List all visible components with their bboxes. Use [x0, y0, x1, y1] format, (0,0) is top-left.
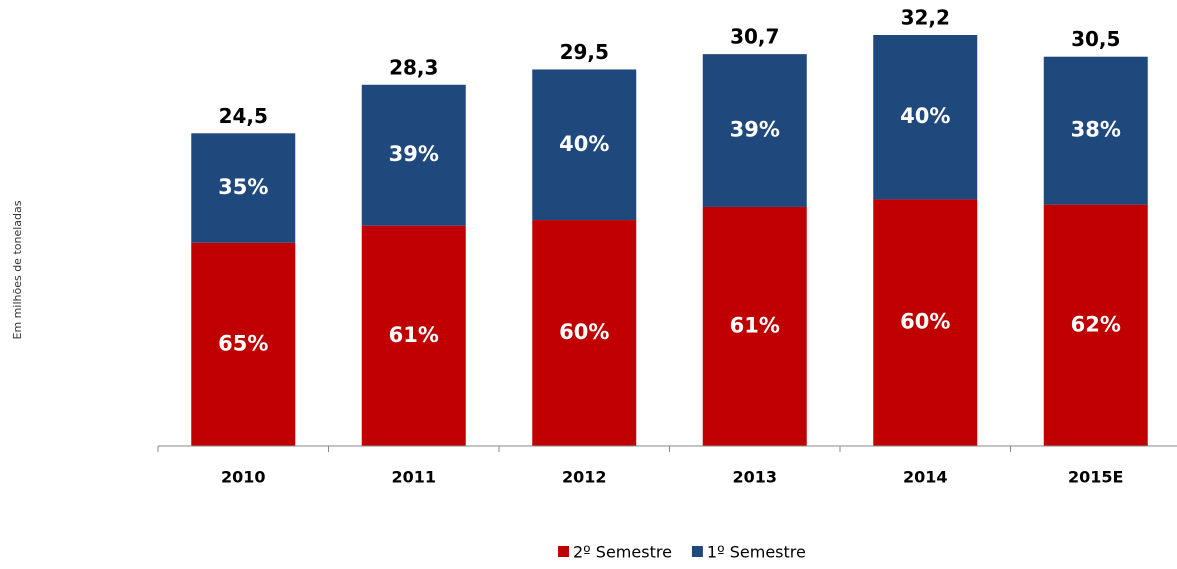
segment-label: 61%	[730, 313, 780, 337]
bar-segment	[1043, 56, 1148, 205]
segment-label: 65%	[218, 331, 268, 355]
segment-label: 35%	[218, 175, 268, 199]
x-tick-label: 2014	[903, 468, 948, 487]
bar-segment	[873, 199, 978, 446]
bar-segment	[532, 220, 637, 446]
total-label: 28,3	[389, 55, 438, 79]
bar-segment	[873, 35, 978, 200]
segment-label: 62%	[1071, 312, 1121, 336]
segment-label: 40%	[559, 132, 609, 156]
segment-label: 60%	[559, 320, 609, 344]
bar-segment	[191, 242, 296, 446]
bar-segment	[361, 84, 466, 226]
total-label: 24,5	[219, 104, 268, 128]
total-label: 30,7	[730, 25, 779, 49]
legend-label: 2º Semestre	[573, 543, 672, 562]
x-tick-label: 2010	[221, 468, 266, 487]
segment-label: 60%	[900, 310, 950, 334]
x-tick-label: 2015E	[1068, 468, 1123, 487]
x-tick-label: 2013	[732, 468, 777, 487]
segment-label: 61%	[389, 323, 439, 347]
legend-swatch	[691, 546, 703, 557]
bar-segment	[702, 54, 807, 207]
legend-swatch	[558, 546, 569, 557]
y-axis-label: Em milhões de toneladas	[11, 200, 24, 339]
segment-label: 40%	[900, 104, 950, 128]
segment-label: 38%	[1071, 118, 1121, 142]
bar-segment	[1043, 204, 1148, 446]
bar-segment	[361, 225, 466, 446]
x-tick-label: 2012	[562, 468, 607, 487]
bar-segment	[532, 69, 637, 221]
total-label: 32,2	[901, 6, 950, 30]
bar-segment	[702, 206, 807, 446]
segment-label: 39%	[730, 118, 780, 142]
total-label: 29,5	[560, 40, 609, 64]
bar-segment	[191, 133, 296, 243]
total-label: 30,5	[1071, 27, 1120, 51]
segment-label: 39%	[389, 142, 439, 166]
legend-label: 1º Semestre	[707, 543, 806, 562]
x-tick-label: 2011	[391, 468, 436, 487]
